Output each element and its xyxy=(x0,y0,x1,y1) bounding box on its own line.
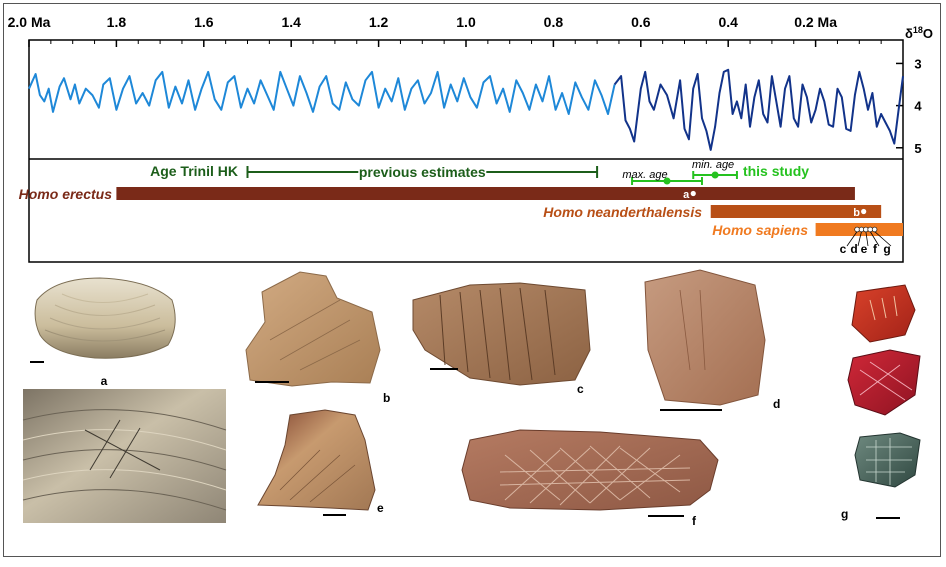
age-trinil-label: Age Trinil HK xyxy=(150,163,238,179)
specimen-a-shell xyxy=(30,277,176,363)
series-line-younger xyxy=(613,68,904,151)
specimen-label-e: e xyxy=(377,501,384,515)
specimen-f-stone xyxy=(461,429,719,517)
y-tick-label: 3 xyxy=(914,56,921,71)
specimen-label-g: g xyxy=(841,507,848,521)
previous-estimates-label: previous estimates xyxy=(359,164,486,180)
x-tick-label: 0.2 Ma xyxy=(794,14,837,30)
species-bar-homo-erectus xyxy=(116,187,855,200)
specimen-leader xyxy=(869,231,880,247)
figure-frame xyxy=(3,3,941,557)
x-tick-label: 0.8 xyxy=(544,14,564,30)
x-tick-label: 1.6 xyxy=(194,14,214,30)
specimen-label-a: a xyxy=(101,374,108,388)
species-label: Homo sapiens xyxy=(712,222,808,238)
y-tick-label: 4 xyxy=(914,99,922,114)
species-label: Homo neanderthalensis xyxy=(543,204,702,220)
y-axis-label: δ18O xyxy=(905,25,933,41)
specimen-leader xyxy=(846,231,858,247)
specimen-marker xyxy=(861,208,867,215)
x-tick-label: 0.6 xyxy=(631,14,651,30)
specimen-marker-label: c xyxy=(840,242,847,256)
species-label: Homo erectus xyxy=(19,186,113,202)
specimen-g-sherds xyxy=(847,284,921,519)
specimen-label-b: b xyxy=(383,391,390,405)
x-tick-label: 1.8 xyxy=(107,14,127,30)
specimen-leader xyxy=(857,231,862,247)
x-tick-label: 0.4 xyxy=(718,14,738,30)
specimen-leader xyxy=(865,231,869,247)
specimen-e-stone xyxy=(257,409,376,516)
min-age-label: min. age xyxy=(692,159,734,171)
specimen-b-stone xyxy=(245,271,381,387)
specimen-marker-label: d xyxy=(850,242,857,256)
y-tick-label: 5 xyxy=(914,141,921,156)
x-tick-label: 1.4 xyxy=(281,14,301,30)
specimen-label-c: c xyxy=(577,382,584,396)
species-bar-homo-neanderthalensis xyxy=(710,205,882,218)
this-study-label: this study xyxy=(743,163,809,179)
specimen-marker-label: b xyxy=(853,207,860,219)
min-age-estimate xyxy=(692,171,738,179)
specimen-marker xyxy=(690,190,696,197)
specimen-marker-label: e xyxy=(861,242,868,256)
x-tick-label: 2.0 Ma xyxy=(8,14,51,30)
specimen-marker-label: a xyxy=(683,189,690,201)
max-age-estimate xyxy=(631,177,703,185)
x-tick-label: 1.2 xyxy=(369,14,389,30)
hominin-timeline: Age Trinil HK previous estimates max. age m… xyxy=(19,159,903,256)
delta18O-series xyxy=(28,68,904,151)
specimen-marker-label: g xyxy=(883,242,890,256)
series-line-older xyxy=(28,70,616,115)
specimen-c-stone xyxy=(412,282,591,386)
x-tick-label: 1.0 xyxy=(456,14,476,30)
specimen-d-stone xyxy=(644,269,766,411)
specimen-label-f: f xyxy=(692,514,697,528)
specimen-leader xyxy=(874,231,892,247)
x-axis: 2.0 Ma 1.8 1.6 1.4 1.2 1.0 0.8 0.6 0.4 0.2 Ma xyxy=(8,14,882,47)
specimen-a-closeup xyxy=(22,389,227,523)
y-axis: δ18O 3 4 5 xyxy=(896,25,933,156)
specimen-label-d: d xyxy=(773,397,780,411)
max-age-label: max. age xyxy=(622,169,667,181)
specimen-marker-label: f xyxy=(873,242,878,256)
